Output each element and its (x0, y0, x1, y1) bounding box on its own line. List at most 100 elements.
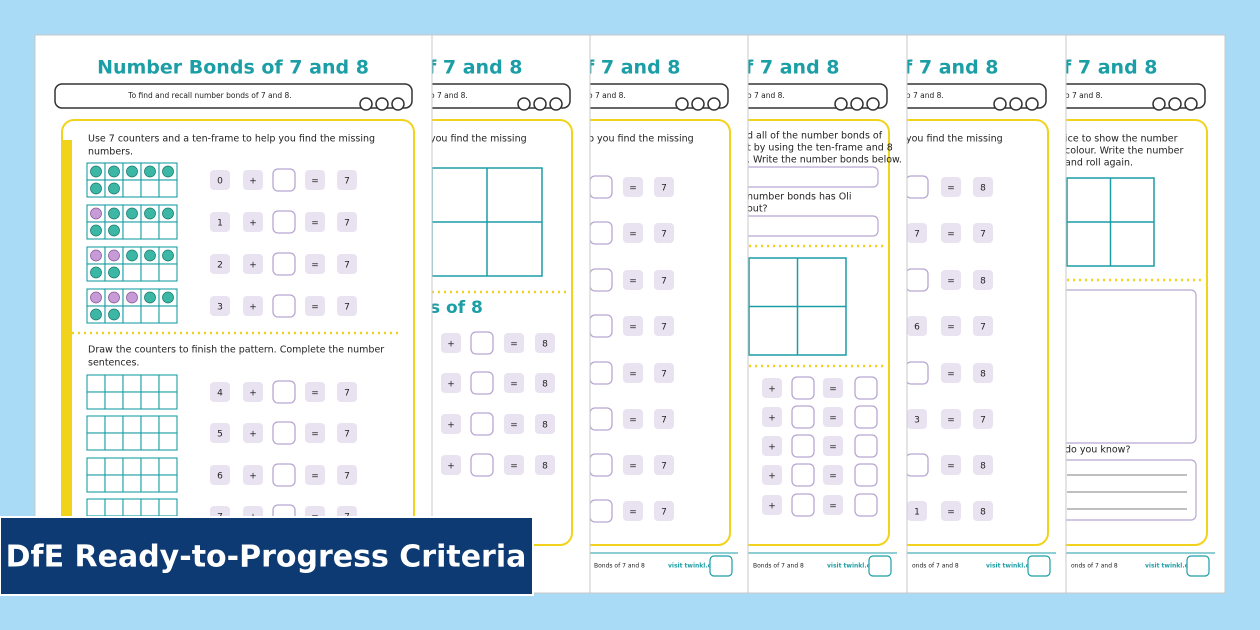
number-box (305, 254, 325, 274)
counter (90, 291, 102, 304)
ten-frame-cell (158, 221, 178, 240)
answer-box (272, 380, 296, 404)
number-box (337, 296, 357, 316)
ten-frame-cell (122, 498, 142, 517)
number-box (210, 382, 230, 402)
ten-frame-cell (158, 374, 178, 393)
counter (162, 165, 174, 178)
bar-circle (691, 97, 705, 111)
answer-box (854, 463, 878, 487)
number-box (941, 501, 961, 521)
counter (144, 291, 156, 304)
ten-frame-cell (122, 263, 142, 282)
number: = (510, 380, 518, 390)
ten-frame-cell (158, 391, 178, 410)
counter (108, 207, 120, 220)
title-fragment: f 7 and 8 (586, 57, 681, 79)
number: 1 (914, 508, 920, 518)
ten-frame-cell (140, 263, 160, 282)
ten-frame-cell (122, 457, 142, 476)
write-box (742, 166, 879, 188)
counter (108, 249, 120, 262)
number: + (447, 462, 455, 472)
number-box (823, 495, 843, 515)
ten-frame-cell (140, 415, 160, 434)
number: 7 (661, 462, 667, 472)
bar-circle (1152, 97, 1166, 111)
write-box (1060, 459, 1197, 521)
number-box (305, 296, 325, 316)
bar-circle (1025, 97, 1039, 111)
number: 7 (344, 261, 350, 271)
instruction: Use 7 counters and a ten-frame to help y… (88, 134, 375, 145)
number-box (623, 316, 643, 336)
number-box (337, 212, 357, 232)
number: = (947, 184, 955, 194)
answer-box (791, 493, 815, 517)
number-box (941, 177, 961, 197)
number-box (337, 382, 357, 402)
number-box (654, 270, 674, 290)
panel-edge (62, 140, 72, 540)
answer-box (589, 361, 613, 385)
number: 8 (980, 184, 986, 194)
title-fragment: f 7 and 8 (1063, 57, 1158, 79)
number-box (762, 495, 782, 515)
number-box (243, 465, 263, 485)
number: 7 (344, 303, 350, 313)
number: = (947, 230, 955, 240)
counter (144, 207, 156, 220)
number-box (623, 501, 643, 521)
logo (1186, 555, 1210, 577)
number: = (629, 184, 637, 194)
number: + (249, 219, 257, 229)
ten-frame-cell (86, 374, 106, 393)
number: + (249, 430, 257, 440)
site: visit twinkl.com (668, 563, 722, 570)
objective: To find and recall number bonds of 7 and… (127, 91, 291, 100)
answer-box (905, 361, 929, 385)
ten-frame-cell (140, 221, 160, 240)
ten-frame-cell (104, 374, 124, 393)
instruction: d all of the number bonds of (747, 131, 883, 142)
number-box (941, 316, 961, 336)
answer-box (854, 376, 878, 400)
number-box (535, 414, 555, 434)
bar-circle (533, 97, 547, 111)
number: = (829, 414, 837, 424)
counter (108, 165, 120, 178)
ten-frame-cell (140, 305, 160, 324)
ten-frame-cell (140, 374, 160, 393)
number-box (243, 254, 263, 274)
ten-frame-cell (104, 457, 124, 476)
number: = (311, 261, 319, 271)
number: 7 (980, 323, 986, 333)
bar-circle (834, 97, 848, 111)
ten-frame-cell (122, 474, 142, 493)
bar-circle (375, 97, 389, 111)
answer-box (272, 210, 296, 234)
number: 2 (217, 261, 223, 271)
number-box (654, 501, 674, 521)
write-box (742, 215, 879, 237)
number: = (311, 389, 319, 399)
ten-frame-cell (140, 432, 160, 451)
ten-frame-cell (140, 179, 160, 198)
number: + (249, 303, 257, 313)
number-box (337, 423, 357, 443)
ten-frame-cell (158, 457, 178, 476)
number: + (768, 502, 776, 512)
instruction: you find the missing (430, 134, 527, 145)
ten-frame-cell (122, 391, 142, 410)
ten-frame-cell (122, 221, 142, 240)
bar-circle (866, 97, 880, 111)
section-heading: s of 8 (430, 298, 483, 318)
number: = (947, 416, 955, 426)
number-box (243, 296, 263, 316)
objective-fragment: o 7 and 8. (747, 91, 785, 100)
answer-box (905, 268, 929, 292)
number: 8 (980, 277, 986, 287)
answer-box (791, 463, 815, 487)
number-box (243, 423, 263, 443)
number-box (210, 212, 230, 232)
